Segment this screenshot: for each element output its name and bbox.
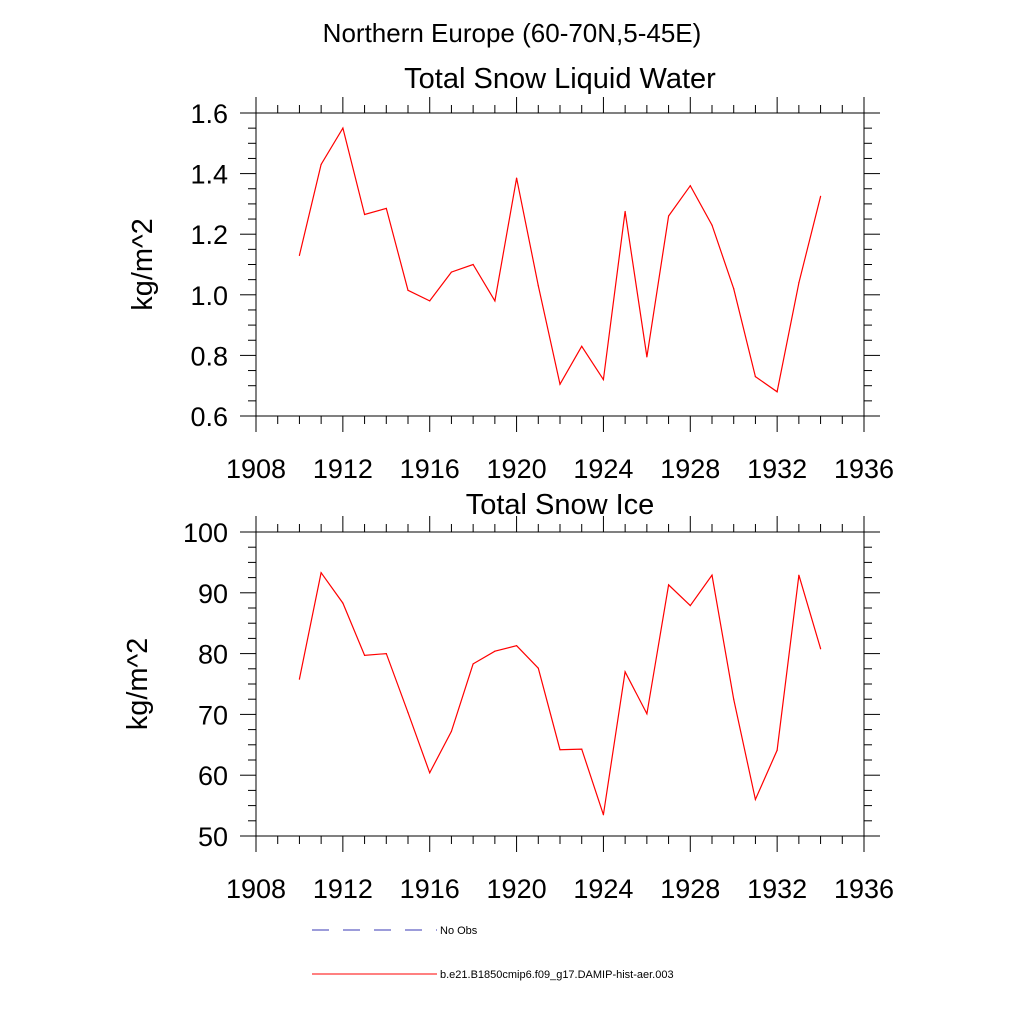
data-point-1933 (798, 574, 800, 576)
data-point-1933 (798, 282, 800, 284)
data-point-1915 (407, 289, 409, 291)
data-point-1934 (819, 195, 822, 197)
legend-label-no-obs: No Obs (440, 925, 478, 937)
y-tick-label: 1.0 (190, 281, 228, 311)
data-point-1930 (733, 698, 735, 700)
y-tick-label: 60 (198, 761, 228, 791)
data-point-1917 (450, 730, 453, 733)
data-point-1932 (776, 749, 778, 751)
x-tick-label: 1928 (660, 874, 720, 904)
legend: No Obs b.e21.B1850cmip6.f09_g17.DAMIP-hi… (312, 925, 674, 981)
figure-title: Northern Europe (60-70N,5-45E) (323, 18, 702, 48)
y-tick-label: 50 (198, 822, 228, 852)
data-point-1917 (450, 271, 453, 273)
data-point-1925 (624, 671, 626, 673)
x-tick-label: 1912 (313, 874, 373, 904)
data-point-1921 (537, 285, 539, 287)
plot-snow-liquid-water: Total Snow Liquid Water kg/m^2 1908 1912 191… (127, 63, 894, 484)
data-point-1918 (472, 263, 474, 266)
data-point-1911 (320, 572, 322, 574)
data-point-1928 (689, 604, 691, 607)
y-tick-label: 1.2 (190, 220, 228, 250)
data-point-1931 (754, 798, 757, 801)
data-point-1925 (624, 210, 626, 213)
y-tick-label: 0.8 (190, 341, 228, 371)
data-point-1919 (494, 650, 496, 652)
legend-label-model: b.e21.B1850cmip6.f09_g17.DAMIP-hist-aer.… (440, 969, 674, 981)
x-tick-label: 1912 (313, 454, 373, 484)
data-point-1928 (689, 185, 691, 187)
y-axis-label: kg/m^2 (127, 218, 159, 311)
data-point-1919 (494, 300, 496, 302)
data-point-1921 (537, 667, 539, 669)
x-tick-label: 1924 (573, 874, 633, 904)
x-tick-label: 1932 (747, 874, 807, 904)
y-tick-label: 0.6 (190, 402, 228, 432)
data-point-1930 (733, 288, 735, 290)
data-point-1918 (472, 663, 474, 665)
y-tick-label: 100 (183, 518, 228, 548)
data-point-1934 (819, 648, 822, 650)
y-tick-label: 1.6 (190, 99, 228, 129)
x-tick-label: 1932 (747, 454, 807, 484)
data-point-1927 (667, 215, 670, 217)
data-point-1914 (385, 207, 387, 210)
series-line-model (298, 126, 822, 393)
y-tick-label: 90 (198, 579, 228, 609)
data-point-1923 (581, 345, 583, 347)
data-point-1910 (298, 678, 301, 680)
data-point-1914 (385, 653, 387, 655)
data-point-1913 (363, 654, 366, 657)
x-tick-label: 1920 (487, 874, 547, 904)
data-point-1912 (342, 127, 344, 129)
y-tick-label: 80 (198, 640, 228, 670)
data-point-1926 (646, 713, 648, 715)
series-line-model (298, 571, 822, 815)
data-point-1924 (602, 814, 605, 816)
plot-title: Total Snow Ice (466, 489, 655, 521)
plot-frame (255, 112, 865, 417)
data-point-1932 (776, 391, 778, 393)
x-tick-label: 1908 (226, 454, 286, 484)
x-tick-label: 1916 (400, 874, 460, 904)
data-point-1924 (602, 379, 605, 381)
data-point-1927 (667, 584, 670, 586)
x-tick-label: 1916 (400, 454, 460, 484)
data-point-1920 (515, 645, 518, 647)
data-point-1920 (515, 177, 518, 179)
data-point-1915 (407, 711, 409, 714)
data-point-1910 (298, 254, 301, 257)
data-point-1922 (559, 383, 561, 385)
data-point-1929 (711, 574, 713, 576)
x-tick-label: 1908 (226, 874, 286, 904)
y-tick-label: 70 (198, 700, 228, 730)
data-point-1911 (320, 163, 322, 166)
data-point-1913 (363, 213, 366, 216)
data-point-1929 (711, 224, 713, 226)
data-point-1916 (429, 300, 431, 302)
x-tick-label: 1928 (660, 454, 720, 484)
plot-frame (255, 531, 865, 837)
data-point-1926 (646, 356, 648, 358)
x-tick-label: 1924 (573, 454, 633, 484)
plot-snow-ice: Total Snow Ice kg/m^2 1908 1912 1916 1920 1924… (122, 489, 894, 904)
y-axis-label: kg/m^2 (122, 638, 154, 731)
data-point-1931 (754, 376, 757, 378)
x-tick-label: 1936 (834, 874, 894, 904)
data-point-1916 (429, 772, 431, 774)
data-point-1922 (559, 749, 561, 751)
x-tick-label: 1936 (834, 454, 894, 484)
y-tick-label: 1.4 (190, 160, 228, 190)
x-tick-label: 1920 (487, 454, 547, 484)
data-point-1912 (342, 602, 344, 604)
plot-title: Total Snow Liquid Water (404, 63, 716, 95)
data-point-1923 (581, 748, 583, 750)
